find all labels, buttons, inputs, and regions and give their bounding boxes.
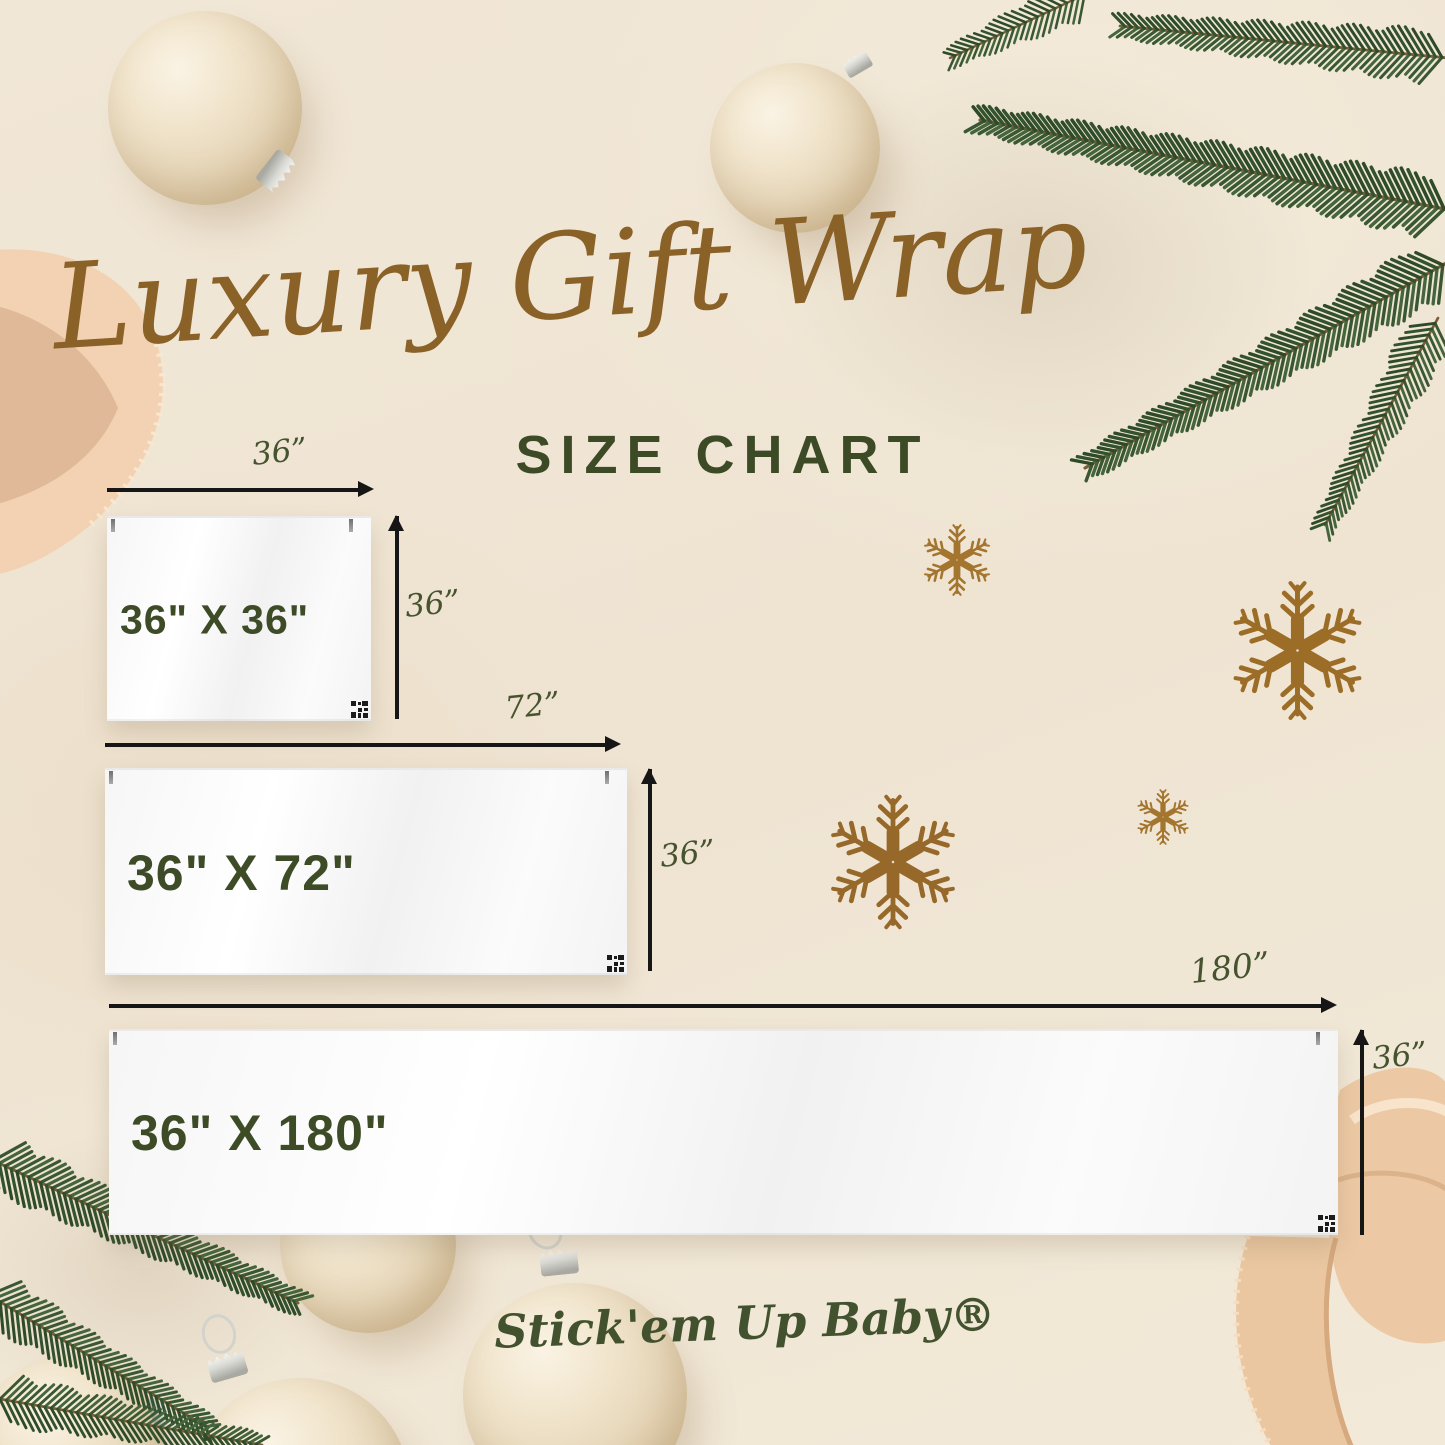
ornament-wire-loop-icon [197,1310,241,1358]
height-dimension-label: 36” [1370,1035,1430,1077]
gift-wrap-sheet-36x72: 36" X 72" [105,768,627,975]
width-dimension-label: 72” [503,685,563,727]
snowflake-icon [829,797,956,928]
size-label: 36" X 36" [120,596,310,642]
pin-mark [349,519,353,532]
size-label: 36" X 72" [127,844,356,901]
page-title: Luxury Gift Wrap [48,175,1092,377]
height-arrow [388,515,403,719]
ornament-ball [190,1378,410,1445]
width-dimension-label: 180” [1188,943,1272,992]
gift-wrap-sheet-36x180: 36" X 180" [109,1029,1338,1235]
pin-mark [1316,1032,1320,1045]
snowflake-icon [923,525,991,595]
gift-wrap-sheet-36x36: 36" X 36" [107,516,371,721]
height-arrow [641,768,656,971]
pin-mark [109,771,113,784]
width-arrow [109,997,1337,1012]
qr-code-icon [351,701,368,718]
ornament-cap-icon [840,48,873,79]
ornament-cap-icon [205,1347,249,1383]
width-arrow [105,736,621,751]
height-dimension-label: 36” [403,583,463,625]
width-dimension-label: 36” [250,431,310,473]
ornament-ball [710,63,880,233]
qr-code-icon [607,955,624,972]
qr-code-icon [1318,1215,1335,1232]
width-arrow [107,481,374,496]
snowflake-icon [1232,583,1364,718]
ornament-ball [0,1355,165,1445]
height-dimension-label: 36” [658,833,718,875]
ornament-cap-icon [539,1246,580,1277]
pin-mark [605,771,609,784]
pin-mark [111,519,115,532]
size-label: 36" X 180" [131,1105,389,1161]
pin-mark [113,1032,117,1045]
page-subtitle: SIZE CHART [515,425,930,485]
height-arrow [1353,1029,1368,1235]
snowflake-icon [1137,790,1190,844]
